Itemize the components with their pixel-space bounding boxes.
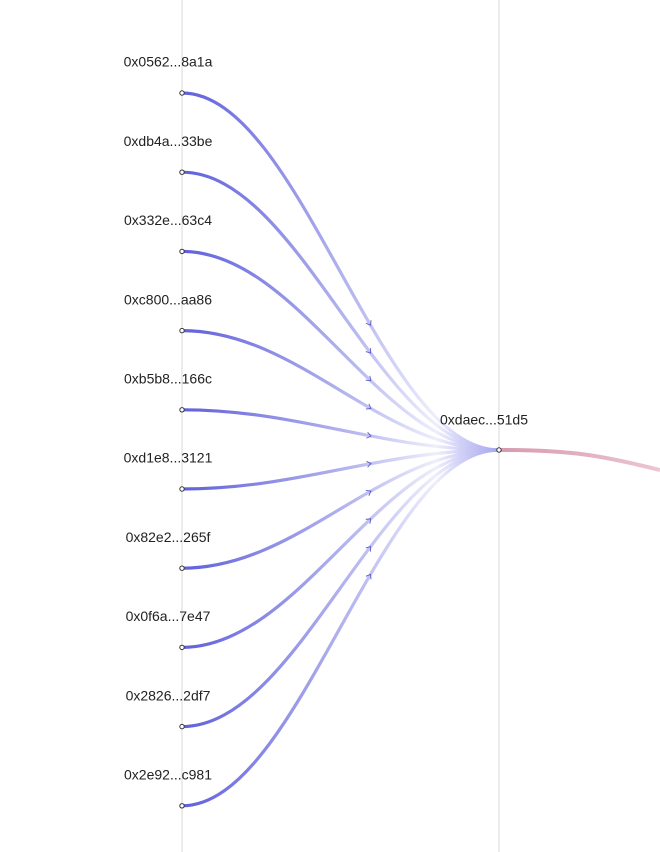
flow-arrow	[366, 460, 372, 468]
flow-edge	[181, 91, 500, 452]
flow-edge	[181, 448, 500, 649]
flow-edge	[181, 448, 500, 570]
flow-edge	[181, 448, 500, 808]
outgoing-flow	[498, 448, 660, 472]
flow-arrow	[365, 320, 372, 326]
source-label: 0x82e2...265f	[126, 529, 211, 545]
flow-arrow	[365, 545, 372, 552]
source-label: 0x0f6a...7e47	[126, 608, 211, 624]
flow-arrow	[365, 403, 372, 410]
source-label: 0x0562...8a1a	[124, 54, 213, 70]
source-node	[179, 327, 185, 334]
source-label: 0x2826...2df7	[126, 687, 211, 703]
source-label: 0x332e...63c4	[124, 212, 212, 228]
flow-arrow	[365, 375, 372, 382]
flow-arrow	[365, 348, 372, 354]
source-node	[179, 565, 185, 571]
source-label: 0xc800...aa86	[124, 291, 212, 307]
target-node	[496, 447, 502, 453]
source-node	[179, 248, 185, 255]
flow-arrow	[366, 432, 372, 439]
flow-edge	[181, 170, 500, 452]
flow-edge	[181, 249, 500, 452]
flow-arrow	[365, 518, 372, 524]
flow-edge	[181, 448, 500, 491]
flow-edge	[181, 329, 500, 452]
source-node	[179, 407, 185, 413]
flow-arrow	[365, 490, 372, 496]
source-node	[179, 169, 185, 175]
source-label: 0x2e92...c981	[124, 767, 212, 783]
flows	[181, 91, 500, 808]
source-label: 0xdb4a...33be	[124, 133, 213, 149]
source-label: 0xb5b8...166c	[124, 371, 212, 387]
source-node	[179, 723, 185, 730]
flow-edge	[181, 448, 500, 729]
source-node	[179, 90, 185, 96]
target-label: 0xdaec...51d5	[440, 412, 528, 428]
source-node	[179, 803, 185, 809]
source-node	[179, 486, 185, 492]
source-label: 0xd1e8...3121	[124, 450, 213, 466]
source-node	[179, 644, 185, 651]
nodes: 0x0562...8a1a 0xdb4a...33be 0x332e...63c4 0…	[124, 54, 213, 809]
flow-edge	[181, 408, 500, 452]
flow-arrow	[365, 573, 372, 580]
